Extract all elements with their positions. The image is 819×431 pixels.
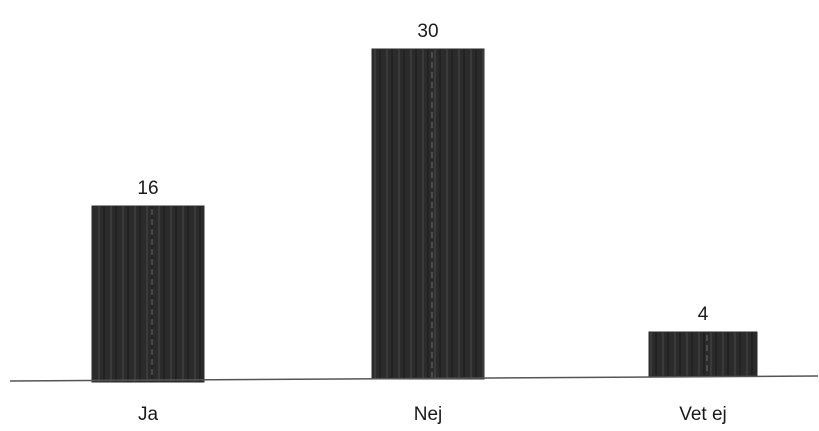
data-label-nej: 30 (417, 21, 438, 42)
data-label-ja: 16 (137, 178, 158, 199)
x-tick-label-vet-ej: Vet ej (679, 404, 727, 425)
bar-nej (371, 48, 485, 380)
bar-vet-ej (648, 331, 758, 377)
data-label-vet-ej: 4 (698, 304, 709, 325)
bars-layer (91, 48, 758, 383)
x-axis-line (9, 375, 819, 382)
bar-ja (91, 205, 205, 383)
x-tick-label-nej: Nej (414, 404, 443, 425)
labels-layer: 16 Ja 30 Nej 4 Vet ej (137, 21, 726, 425)
x-tick-label-ja: Ja (138, 404, 159, 425)
